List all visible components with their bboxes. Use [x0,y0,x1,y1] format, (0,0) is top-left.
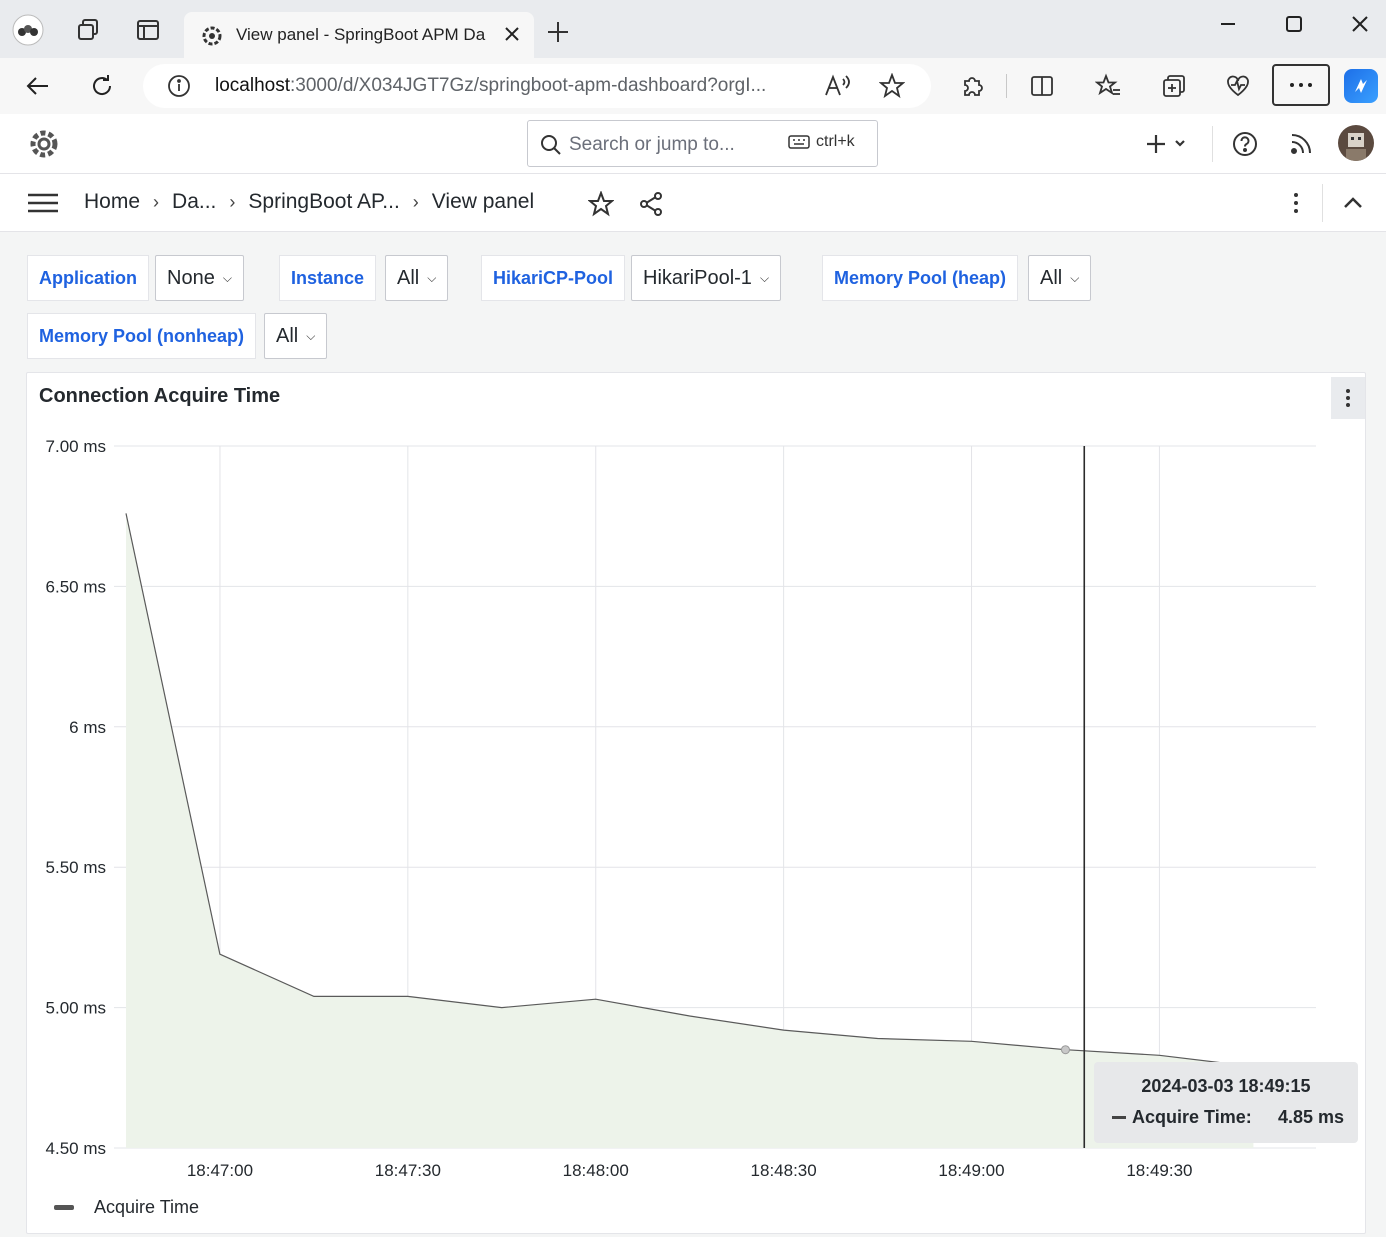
x-tick-label: 18:49:00 [938,1161,1004,1180]
extensions-icon[interactable] [956,70,988,102]
legend-swatch [54,1205,74,1210]
variable-label-instance: Instance [279,255,377,301]
breadcrumb-home[interactable]: Home [84,190,141,213]
chevron-down-icon: ⌵ [306,328,316,343]
reload-icon[interactable] [86,70,118,102]
y-tick-label: 5.00 ms [46,999,106,1018]
tooltip-series-name: Acquire Time: [1132,1107,1252,1127]
search-box[interactable]: Search or jump to... ctrl+k [527,120,878,167]
browser-address-bar: localhost:3000/d/X034JGT7Gz/springboot-a… [0,58,1386,114]
chart-crosshair [1060,446,1086,1148]
hover-point [1060,1045,1070,1055]
split-screen-icon[interactable] [1026,70,1058,102]
grafana-top-nav: Search or jump to... ctrl+k [0,114,1386,174]
chevron-right-icon: › [412,191,419,212]
browser-tab-bar: View panel - SpringBoot APM Da [0,0,1386,58]
y-tick-label: 4.50 ms [46,1139,106,1158]
menu-toggle-icon[interactable] [28,193,58,218]
x-tick-label: 18:47:00 [187,1161,253,1180]
variable-label-application: Application [27,255,149,301]
chevron-down-icon: ⌵ [1070,270,1080,285]
x-tick-label: 18:48:30 [751,1161,817,1180]
browser-essentials-icon[interactable] [1222,70,1254,102]
x-tick-label: 18:48:00 [563,1161,629,1180]
site-info-icon[interactable] [167,74,191,103]
tooltip-row: Acquire Time: 4.85 ms [1112,1107,1344,1128]
panel-menu-button[interactable] [1331,377,1365,419]
kebab-menu-icon[interactable] [1284,191,1308,220]
variable-select-memory-pool-heap[interactable]: All ⌵ [1028,255,1092,301]
settings-more-button[interactable] [1272,64,1330,106]
variable-label-memory-pool-nonheap: Memory Pool (nonheap) [27,313,257,359]
close-window-icon[interactable] [1340,12,1380,36]
help-icon[interactable] [1232,128,1258,160]
y-tick-label: 6 ms [69,718,106,737]
chart-tooltip: 2024-03-03 18:49:15 Acquire Time: 4.85 m… [1094,1062,1358,1143]
kebab-icon [1346,389,1350,407]
panel-title: Connection Acquire Time [39,385,281,407]
favorites-icon[interactable] [1092,70,1124,102]
breadcrumb-bar: Home › Da... › SpringBoot AP... › View p… [0,174,1386,232]
variable-label-hikaricp-pool: HikariCP-Pool [481,255,626,301]
address-field[interactable]: localhost:3000/d/X034JGT7Gz/springboot-a… [143,64,931,108]
x-axis: 18:47:00 18:47:30 18:48:00 18:48:30 18:49:00… [187,1161,1193,1180]
copilot-icon[interactable] [1344,69,1378,103]
close-tab-icon[interactable] [502,24,522,49]
grafana-logo-icon[interactable] [26,126,62,167]
series-swatch [1112,1116,1126,1119]
breadcrumb-dashboards[interactable]: Da... [172,190,217,213]
news-feed-icon[interactable] [1288,128,1314,160]
chevron-down-icon: ⌵ [222,270,232,285]
active-tab[interactable]: View panel - SpringBoot APM Da [184,12,534,58]
share-icon[interactable] [638,191,664,222]
breadcrumb: Home › Da... › SpringBoot AP... › View p… [84,190,534,214]
variable-select-memory-pool-nonheap[interactable]: All ⌵ [264,313,328,359]
tab-title: View panel - SpringBoot APM Da [236,25,486,44]
back-icon[interactable] [22,70,54,102]
url-text: localhost:3000/d/X034JGT7Gz/springboot-a… [215,75,767,96]
keyboard-icon [788,135,810,149]
y-axis: 7.00 ms 6.50 ms 6 ms 5.50 ms 5.00 ms 4.50 ms [46,437,106,1158]
maximize-icon[interactable] [1274,12,1314,36]
x-tick-label: 18:47:30 [375,1161,441,1180]
variable-label-memory-pool-heap: Memory Pool (heap) [822,255,1019,301]
x-tick-label: 18:49:30 [1126,1161,1192,1180]
chevron-down-icon: ⌵ [427,270,437,285]
search-icon [540,134,562,161]
new-tab-icon[interactable] [546,20,570,49]
chevron-right-icon: › [153,191,160,212]
read-aloud-icon[interactable] [823,73,851,104]
y-tick-label: 6.50 ms [46,577,106,596]
search-shortcut: ctrl+k [788,133,855,151]
breadcrumb-current: View panel [431,190,535,213]
tooltip-time: 2024-03-03 18:49:15 [1141,1076,1311,1096]
workspaces-icon[interactable] [72,14,104,46]
breadcrumb-dashboard[interactable]: SpringBoot AP... [248,190,400,213]
collections-icon[interactable] [1158,70,1190,102]
favorite-star-icon[interactable] [878,72,906,104]
user-avatar[interactable] [1338,125,1374,161]
mark-favorite-icon[interactable] [587,190,615,222]
y-tick-label: 7.00 ms [46,437,106,456]
variable-select-application[interactable]: None ⌵ [155,255,244,301]
chevron-right-icon: › [229,191,236,212]
tooltip-value: 4.85 ms [1277,1107,1344,1127]
search-placeholder: Search or jump to... [569,134,735,155]
grafana-favicon-icon [200,24,224,53]
variable-select-instance[interactable]: All ⌵ [385,255,449,301]
variable-select-hikaricp-pool[interactable]: HikariPool-1 ⌵ [631,255,782,301]
new-menu-icon[interactable] [1144,128,1190,160]
legend-label: Acquire Time [94,1197,200,1217]
tab-actions-icon[interactable] [132,14,164,46]
chart-legend[interactable]: Acquire Time [54,1197,199,1218]
minimize-icon[interactable] [1208,12,1248,36]
chevron-down-icon: ⌵ [759,270,770,285]
y-tick-label: 5.50 ms [46,858,106,877]
profile-icon[interactable] [12,14,44,46]
chevron-up-icon[interactable] [1340,193,1366,218]
